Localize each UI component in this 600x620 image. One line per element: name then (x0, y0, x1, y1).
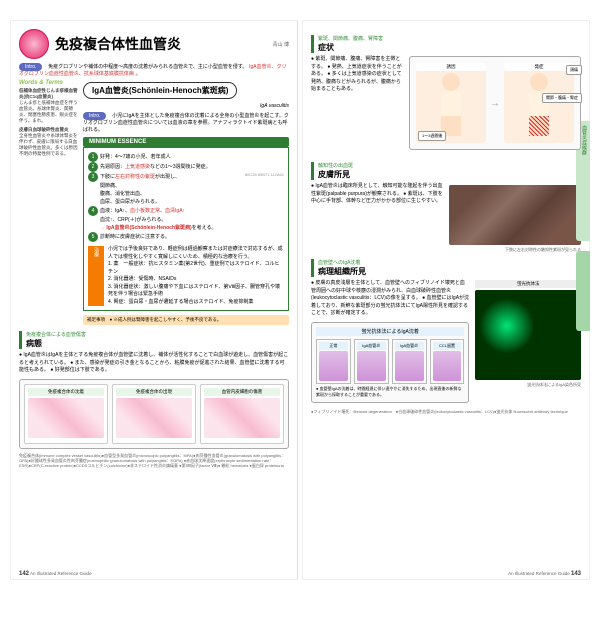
fluorescent-photo (475, 290, 581, 380)
symptom-text: ● 紫斑、関節痛、腹痛、腎障害を主徴とする。 ● 発熱、上気道症状を伴うことがあ… (311, 56, 403, 94)
intro-row: Intro. 免疫グロブリンや補体の中程度～高度の沈着がみられる血管炎で、主に小… (19, 63, 289, 78)
child-after: 発症 頭痛 関節・腹痛・腎症 (504, 63, 574, 143)
treatment-text: 小児では予後良好であり、軽症例は経過観察または対症療法で対応するが、成人では慢性… (108, 246, 284, 306)
words-title: Words & Terms (19, 80, 79, 86)
title-block: 免疫複合体性血管炎 青山 博 (19, 29, 289, 59)
fluor-caption: 蛍光抗体法によるIgA染色所見 (475, 382, 581, 388)
e3b: 関節痛、 (100, 183, 120, 189)
e3c: 腹痛、消化管出血、 (100, 191, 145, 197)
def-2: 全身性血管炎や糸球体腎炎を伴わず、皮膚に限局する白血球破砕性血管炎。多くは原因不… (19, 133, 78, 156)
sec-skin: 触知性の出血斑 皮膚所見 (311, 162, 581, 180)
sec-histo: 血管壁へのIgA沈着 病理組織所見 (311, 259, 581, 277)
min-essence-hdr: MINIMUM ESSENCE (83, 137, 289, 147)
sec-pathology: 免疫複合体による血管傷害 病態 (19, 331, 289, 349)
skin-caption: 下肢に左右対称性の触知性紫斑が見られる (449, 247, 581, 253)
e4b: 血沈↑、CRP(＋)がみられる。 (100, 217, 166, 223)
def-1: じんま疹と低補体血症を伴う血管炎。糸球体腎炎、関節炎、閉塞性肺疾患、眼炎症を伴う… (19, 100, 78, 123)
page-right: 血管炎症候群 紫斑、関節痛、腹痛、腎障害 症状 ● 紫斑、関節痛、腹痛、腎障害を… (302, 20, 590, 580)
histo-note: ● 血管壁IgAの沈着は、時間経過に伴い速やかに消失するため、出現直後の新鮮な紫… (316, 386, 464, 398)
skin-text: ● IgA血管炎は臨床所見として、触知可能な隆起を伴う出血性紫斑(palpabl… (311, 183, 443, 206)
sec-symptoms: 紫斑、関節痛、腹痛、腎障害 症状 (311, 35, 581, 53)
chapter-title: 免疫複合体性血管炎 (55, 34, 181, 54)
label-after: 発症 (504, 63, 574, 71)
page-left: 免疫複合体性血管炎 青山 博 Intro. 免疫グロブリンや補体の中程度～高度の… (10, 20, 298, 580)
words-terms: Words & Terms 低補体血症性じんま疹様血管炎(抗C1q血管炎)じんま… (19, 80, 79, 157)
disease-title: IgA血管炎(Schönlein-Henoch紫斑病) (83, 82, 237, 99)
e5: 診断時に皮膚症状に注意する。 (100, 234, 170, 240)
intro-pill: Intro. (19, 63, 42, 71)
histo-diagram-title: 蛍光抗体法によるIgA沈着 (316, 327, 464, 336)
histo-diagram: 蛍光抗体法によるIgA沈着 正常 IgA血管炎 IgA血管炎 CCL留置 ● 血… (311, 322, 469, 403)
disease-en: IgA vasculitis (83, 103, 289, 109)
label-before: 誘因 (416, 63, 486, 71)
e4: 血液：IgA↑、血小板数正常、血清IgA↑ (100, 208, 185, 214)
e1: 好発：4～7歳の小児、若年成人 (100, 154, 171, 160)
e3: 下肢に左右対称性の紫斑が出現し、 (100, 174, 180, 180)
footnote-right: ●フィブリノイド壊死：fibrinoid degeneration ●白血球破砕… (311, 409, 581, 414)
fluor-title: 蛍光抗体法 (475, 280, 581, 288)
side-tab-2 (576, 251, 590, 331)
e3d: 血尿、蛋白尿がみられる。 (100, 199, 160, 205)
child-before: 誘因 1～3週間後 (416, 63, 486, 143)
pathology-diagram: 免疫複合体の沈着 免疫複合体の出現 血管内皮細胞の傷害 (19, 379, 289, 449)
footnote-left: 免疫複合体(immune complex vessel vasculitis)●… (19, 453, 289, 469)
intro-pill-2: Intro. (83, 112, 106, 120)
author: 青山 博 (273, 41, 289, 48)
e-conclusion: IgA血管炎(Schönlein-Henoch紫斑病) (106, 225, 191, 231)
footer-left: 142 An Illustrated Reference Guide (19, 571, 92, 577)
skin-photo (449, 185, 581, 245)
histo-text: ● 皮膚の真皮浅層を主体として、血管壁へのフィブリノイド壊死と血管周囲への好中球… (311, 280, 469, 318)
intro-text-2: 。 (136, 71, 141, 77)
e2: 先週原因：上気道感染などの1～3週間後に発症。 (100, 164, 211, 170)
intro-text-1: 免疫グロブリンや補体の中程度～高度の沈着がみられる血管炎で、主に小型血管を侵す。 (48, 64, 247, 70)
symptom-diagram: 誘因 1～3週間後 → 発症 頭痛 関節・腹痛・腎症 (409, 56, 581, 150)
term-2: 皮膚白血球破砕性血管炎 (19, 127, 69, 132)
treatment-label: 治療 (88, 246, 104, 306)
essence-box: 1好発：4～7歳の小児、若年成人 2先週原因：上気道感染などの1～3週間後に発症… (83, 147, 289, 311)
disease-intro: 小児にIgAを主体とした免疫複合体の沈着による全身の小型血管炎を起こす。クリオグ… (83, 113, 289, 133)
chapter-icon (19, 29, 49, 59)
term-1: 低補体血症性じんま疹様血管炎(抗C1q血管炎) (19, 88, 78, 99)
pathology-text: ● IgA血管炎はIgAを主体とする免疫複合体が血管壁に沈着し、補体が活性化する… (19, 352, 289, 375)
treat-note: 補足事項 ● ※成人例は腎障害を起こしやすく、予後不良である。 (83, 315, 289, 325)
footer-right: An Illustrated Reference Guide 143 (508, 571, 581, 577)
